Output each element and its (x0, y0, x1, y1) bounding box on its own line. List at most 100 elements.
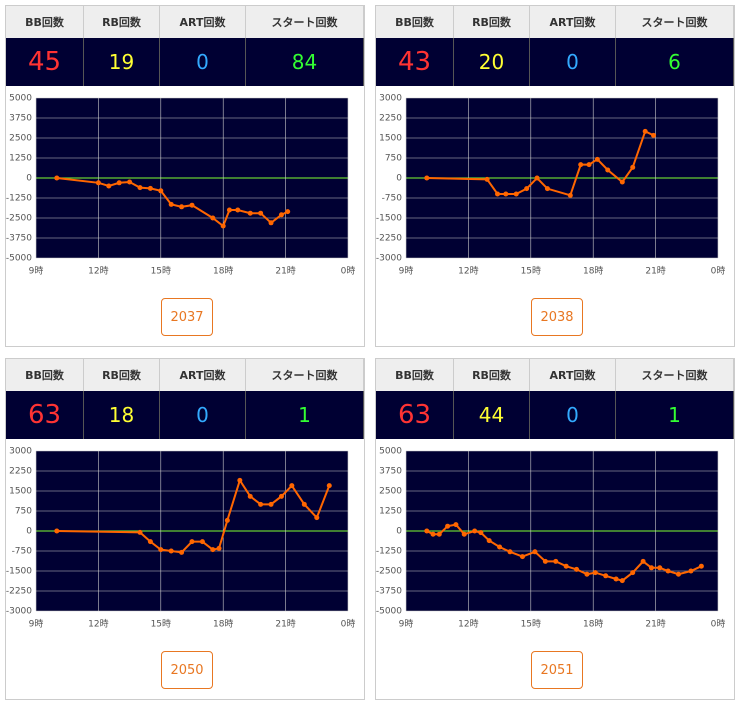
y-tick-label: 0 (26, 174, 32, 184)
data-point (630, 164, 636, 170)
header-cell: RB回数 (454, 6, 530, 38)
machine-button[interactable]: 2050 (161, 651, 213, 689)
x-tick-label: 21時 (275, 619, 295, 630)
data-point (495, 191, 501, 197)
data-point (642, 128, 648, 134)
panel: BB回数 RB回数 ART回数 スタート回数 63 18 0 1 -3000 -2250 -1500… (5, 358, 365, 700)
y-tick-label: 2250 (379, 114, 402, 124)
x-tick-label: 15時 (151, 619, 171, 630)
x-tick-label: 18時 (213, 266, 233, 277)
machine-button[interactable]: 2038 (531, 298, 583, 336)
machine-button[interactable]: 2037 (161, 298, 213, 336)
x-tick-label: 0時 (341, 619, 356, 630)
data-point (665, 568, 671, 574)
y-tick-label: 2500 (9, 134, 32, 144)
value-cell: 1 (616, 391, 734, 439)
header-cell: BB回数 (376, 359, 454, 391)
y-tick-label: -3000 (6, 607, 32, 617)
header-cell: RB回数 (84, 6, 160, 38)
y-tick-label: -1250 (376, 547, 402, 557)
data-point (106, 183, 112, 189)
chart: -5000 -3750 -2500 -1250 0 1250 2500 3750 5000 9時 1… (376, 447, 725, 630)
x-tick-label: 18時 (213, 619, 233, 630)
data-point (519, 554, 525, 560)
x-tick-label: 15時 (521, 266, 541, 277)
x-tick-label: 12時 (88, 619, 108, 630)
data-point (563, 563, 569, 569)
value-row: 43 20 0 6 (376, 38, 734, 86)
header-cell: ART回数 (530, 359, 616, 391)
data-point (503, 191, 509, 197)
x-tick-label: 18時 (583, 266, 603, 277)
y-tick-label: 0 (26, 527, 32, 537)
header-cell: BB回数 (6, 6, 84, 38)
data-point (497, 544, 503, 550)
data-point (424, 175, 430, 181)
y-tick-label: -2250 (6, 587, 32, 597)
data-point (486, 538, 492, 544)
data-point (268, 220, 274, 226)
y-tick-label: 3750 (379, 467, 402, 477)
data-point (630, 570, 636, 576)
data-point (603, 573, 609, 579)
y-tick-label: 5000 (9, 94, 32, 104)
header-cell: BB回数 (376, 6, 454, 38)
data-point (127, 179, 133, 185)
data-point (326, 483, 332, 489)
data-point (237, 477, 243, 483)
header-cell: BB回数 (6, 359, 84, 391)
header-cell: ART回数 (160, 359, 246, 391)
chart: -3000 -2250 -1500 -750 0 750 1500 2250 3000 9時 12時… (6, 447, 356, 630)
x-tick-label: 21時 (645, 619, 665, 630)
x-tick-label: 9時 (399, 266, 414, 277)
y-tick-label: 750 (15, 507, 32, 517)
data-point (189, 202, 195, 208)
value-cell: 0 (530, 391, 616, 439)
data-point (235, 207, 241, 213)
value-cell: 18 (84, 391, 160, 439)
data-point (430, 531, 436, 537)
y-tick-label: 1500 (379, 134, 402, 144)
data-point (478, 530, 484, 536)
data-point (445, 523, 451, 529)
data-point (268, 501, 274, 507)
y-tick-label: -2500 (376, 567, 402, 577)
value-cell: 6 (616, 38, 734, 86)
data-point (640, 558, 646, 564)
chart: -5000 -3750 -2500 -1250 0 1250 2500 3750 5000 9時 1… (6, 94, 355, 277)
y-tick-label: -1250 (6, 194, 32, 204)
header-cell: RB回数 (84, 359, 160, 391)
data-point (698, 563, 704, 569)
data-point (179, 549, 185, 555)
x-tick-label: 18時 (583, 619, 603, 630)
y-tick-label: 0 (396, 174, 402, 184)
data-point (584, 571, 590, 577)
data-point (199, 539, 205, 545)
value-cell: 19 (84, 38, 160, 86)
data-point (247, 210, 253, 216)
data-point (688, 568, 694, 574)
value-cell: 63 (376, 391, 454, 439)
x-tick-label: 15時 (521, 619, 541, 630)
data-point (179, 204, 185, 210)
chart: -3000 -2250 -1500 -750 0 750 1500 2250 3000 9時 12時… (376, 94, 726, 277)
data-point (578, 162, 584, 168)
y-tick-label: 2500 (379, 487, 402, 497)
y-tick-label: -750 (12, 547, 33, 557)
x-tick-label: 9時 (399, 619, 414, 630)
y-tick-label: -5000 (6, 254, 32, 264)
data-point (137, 185, 143, 191)
header-cell: スタート回数 (616, 359, 734, 391)
data-point (220, 223, 226, 229)
data-point (532, 549, 538, 555)
data-point (461, 531, 467, 537)
data-point (226, 207, 232, 213)
machine-button[interactable]: 2051 (531, 651, 583, 689)
header-row: BB回数 RB回数 ART回数 スタート回数 (376, 359, 734, 391)
x-tick-label: 9時 (29, 266, 44, 277)
data-point (424, 528, 430, 534)
y-tick-label: -1500 (376, 214, 402, 224)
y-tick-label: -3000 (376, 254, 402, 264)
x-tick-label: 0時 (711, 266, 726, 277)
value-row: 63 44 0 1 (376, 391, 734, 439)
